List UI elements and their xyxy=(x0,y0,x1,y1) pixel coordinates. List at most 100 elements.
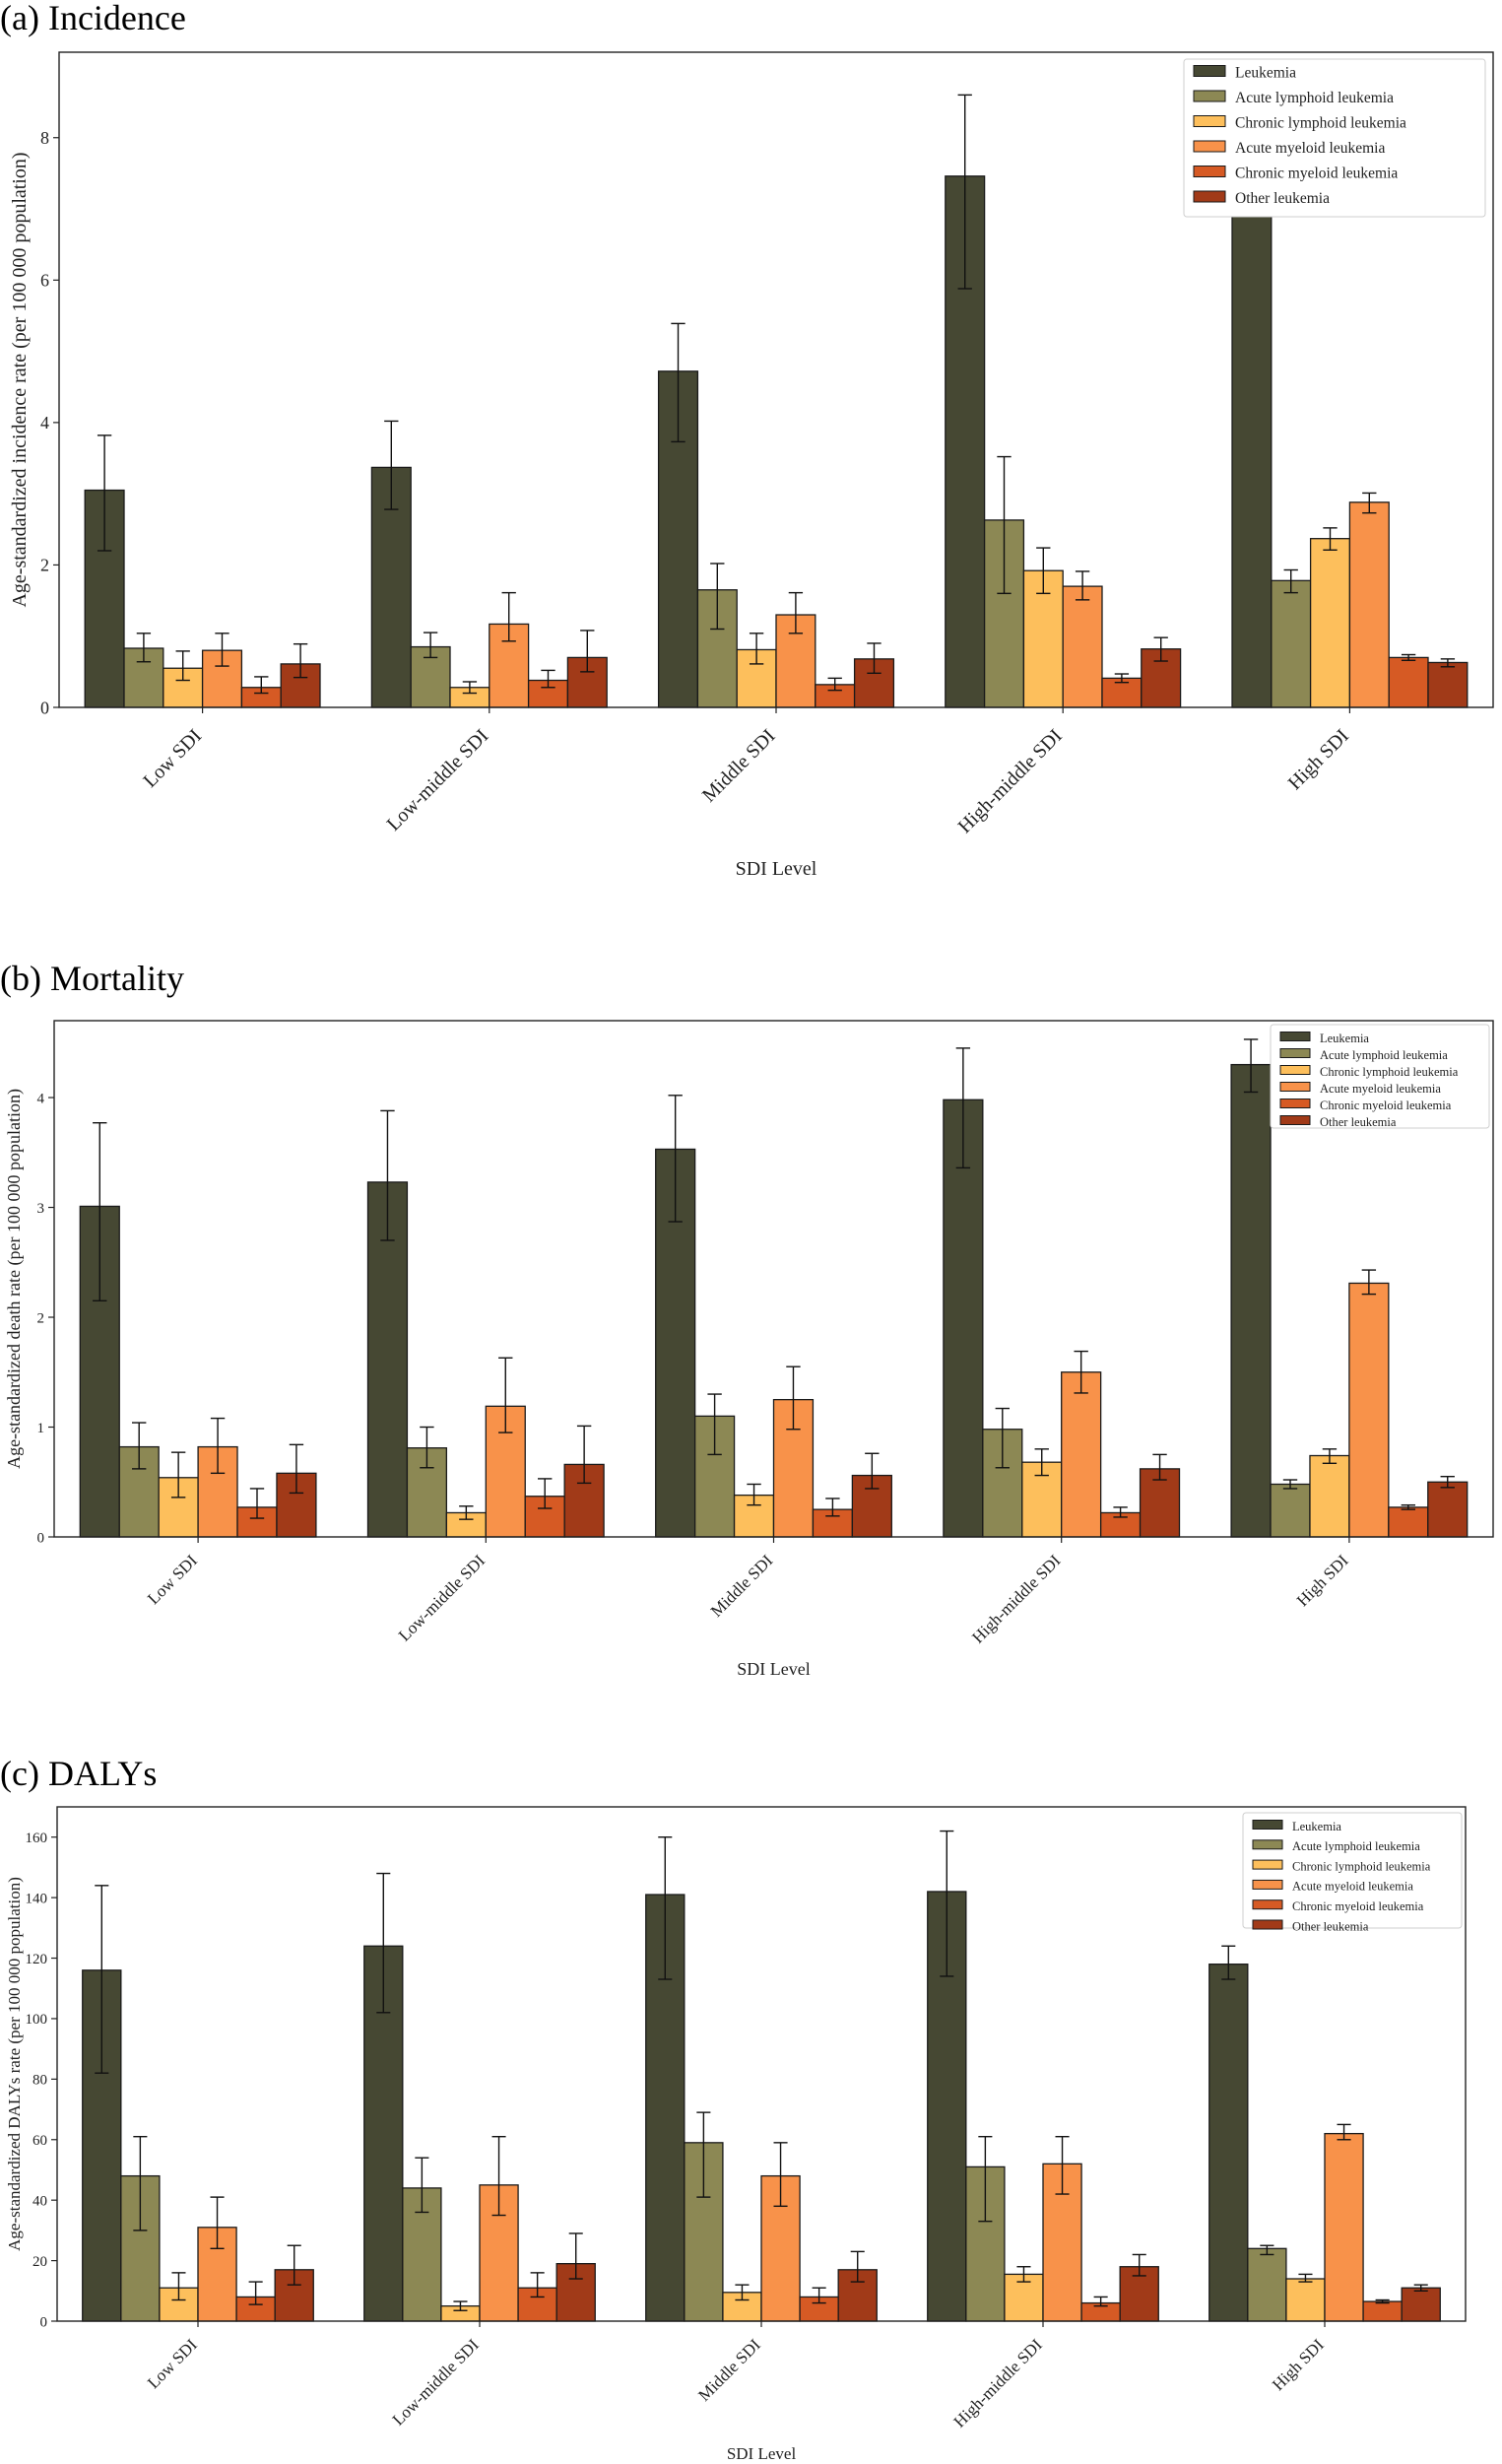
dalys-chart: (c) DALYs 0 20 40 60 80 100 120 140 160 Low SDI Low… xyxy=(0,1754,1467,2463)
panel-title: (b) Mortality xyxy=(0,961,184,998)
y-tick-label: 20 xyxy=(33,2254,47,2270)
bar xyxy=(1388,1506,1429,1538)
y-tick-label: 120 xyxy=(26,1952,48,1967)
legend: Leukemia Acute lymphoid leukemia Chronic l… xyxy=(1270,1024,1490,1129)
legend-swatch xyxy=(1279,1065,1311,1075)
y-tick-label: 2 xyxy=(37,1310,45,1326)
y-tick-label: 3 xyxy=(37,1201,45,1217)
panel-title: (c) DALYs xyxy=(0,1754,157,1793)
legend-entry: Other leukemia xyxy=(1320,1115,1397,1129)
legend-swatch xyxy=(1279,1048,1311,1058)
y-tick-label: 6 xyxy=(40,271,49,291)
y-tick-label: 100 xyxy=(26,2012,48,2028)
legend-entry: Leukemia xyxy=(1320,1032,1369,1045)
x-tick-label: Low-middle SDI xyxy=(395,1551,489,1644)
bar xyxy=(1271,579,1312,708)
legend-entry: Acute myeloid leukemia xyxy=(1320,1082,1441,1096)
legend-entry: Other leukemia xyxy=(1235,190,1330,207)
bar xyxy=(1247,2247,1287,2322)
y-axis-label: Age-standardized death rate (per 100 000… xyxy=(4,1089,25,1469)
legend-swatch xyxy=(1252,1899,1283,1910)
legend-entry: Acute lymphoid leukemia xyxy=(1235,90,1394,106)
x-axis-label: SDI Level xyxy=(737,1659,810,1679)
y-tick-label: 8 xyxy=(40,128,49,148)
x-tick-label: High SDI xyxy=(1284,725,1353,794)
x-tick-label: Low SDI xyxy=(139,725,206,792)
legend-entry: Leukemia xyxy=(1292,1820,1341,1833)
x-tick-label: High-middle SDI xyxy=(950,2335,1046,2431)
bar xyxy=(366,1181,409,1538)
bar xyxy=(1362,2300,1403,2322)
bar xyxy=(1348,501,1390,708)
bar xyxy=(410,645,451,708)
x-tick-label: High SDI xyxy=(1293,1551,1352,1610)
legend: Leukemia Acute lymphoid leukemia Chronic l… xyxy=(1242,1812,1463,1933)
x-axis-label: SDI Level xyxy=(736,858,817,880)
y-tick-label: 0 xyxy=(40,2314,48,2330)
legend-swatch xyxy=(1279,1082,1311,1092)
y-tick-label: 1 xyxy=(37,1421,45,1436)
bar xyxy=(1427,661,1469,708)
legend-swatch xyxy=(1193,115,1226,127)
legend-entry: Chronic myeloid leukemia xyxy=(1235,166,1398,182)
y-tick-label: 0 xyxy=(37,1530,45,1546)
legend-swatch xyxy=(1252,1820,1283,1830)
y-tick-label: 2 xyxy=(40,556,49,575)
legend-swatch xyxy=(1193,90,1226,102)
bar xyxy=(736,648,777,708)
x-tick-label: Low-middle SDI xyxy=(389,2335,483,2429)
bar xyxy=(1388,656,1429,708)
legend-swatch xyxy=(1252,1879,1283,1890)
legend-entry: Other leukemia xyxy=(1292,1919,1369,1933)
bar xyxy=(1230,1063,1272,1538)
x-axis-label: SDI Level xyxy=(727,2444,797,2463)
x-tick-label: High-middle SDI xyxy=(968,1551,1064,1646)
legend-entry: Leukemia xyxy=(1235,65,1296,82)
legend-entry: Acute myeloid leukemia xyxy=(1235,140,1385,157)
x-tick-label: Low SDI xyxy=(144,1551,201,1608)
legend-swatch xyxy=(1279,1032,1311,1041)
y-tick-label: 60 xyxy=(33,2133,47,2149)
legend-box xyxy=(1183,58,1486,218)
legend-swatch xyxy=(1252,1859,1283,1870)
bar xyxy=(1401,2287,1441,2322)
y-tick-label: 40 xyxy=(33,2193,47,2209)
legend-box xyxy=(1270,1024,1490,1129)
bar xyxy=(1270,1483,1311,1538)
legend-swatch xyxy=(1252,1839,1283,1850)
x-tick-label: Middle SDI xyxy=(694,2335,764,2405)
bar xyxy=(1309,1454,1350,1538)
legend-swatch xyxy=(1193,190,1226,203)
bar xyxy=(1427,1481,1469,1538)
legend-swatch xyxy=(1193,65,1226,77)
y-tick-label: 80 xyxy=(33,2073,47,2089)
legend-entry: Acute lymphoid leukemia xyxy=(1320,1048,1448,1062)
bar xyxy=(1309,538,1351,708)
legend-swatch xyxy=(1279,1099,1311,1108)
mortality-chart: (b) Mortality 0 1 2 3 4 Low SDI Low-middle SDI M… xyxy=(0,961,1494,1679)
legend-entry: Acute myeloid leukemia xyxy=(1292,1880,1413,1894)
bar xyxy=(1285,2278,1326,2322)
bar xyxy=(1061,1371,1102,1538)
y-tick-label: 160 xyxy=(26,1831,48,1846)
panel-title: (a) Incidence xyxy=(0,0,186,37)
y-tick-label: 0 xyxy=(40,698,49,717)
legend-entry: Chronic myeloid leukemia xyxy=(1320,1099,1452,1112)
incidence-chart: (a) Incidence 0 2 4 6 8 Low SDI Low-middle SDI M… xyxy=(0,0,1494,880)
y-tick-label: 140 xyxy=(26,1891,48,1906)
y-tick-label: 4 xyxy=(37,1091,45,1106)
legend: Leukemia Acute lymphoid leukemia Chronic l… xyxy=(1183,58,1486,218)
legend-entry: Chronic lymphoid leukemia xyxy=(1235,115,1406,132)
bar xyxy=(1324,2132,1364,2322)
y-tick-label: 4 xyxy=(40,413,49,433)
bar xyxy=(1208,1964,1249,2322)
legend-swatch xyxy=(1193,140,1226,153)
x-tick-label: High-middle SDI xyxy=(954,725,1067,837)
legend-swatch xyxy=(1252,1919,1283,1930)
x-tick-label: High SDI xyxy=(1269,2335,1328,2394)
legend-entry: Chronic lymphoid leukemia xyxy=(1320,1065,1459,1079)
legend-box xyxy=(1242,1812,1463,1929)
y-axis-label: Age-standardized DALYs rate (per 100 000… xyxy=(5,1877,24,2251)
x-tick-label: Low-middle SDI xyxy=(383,725,493,835)
legend-swatch xyxy=(1193,166,1226,177)
